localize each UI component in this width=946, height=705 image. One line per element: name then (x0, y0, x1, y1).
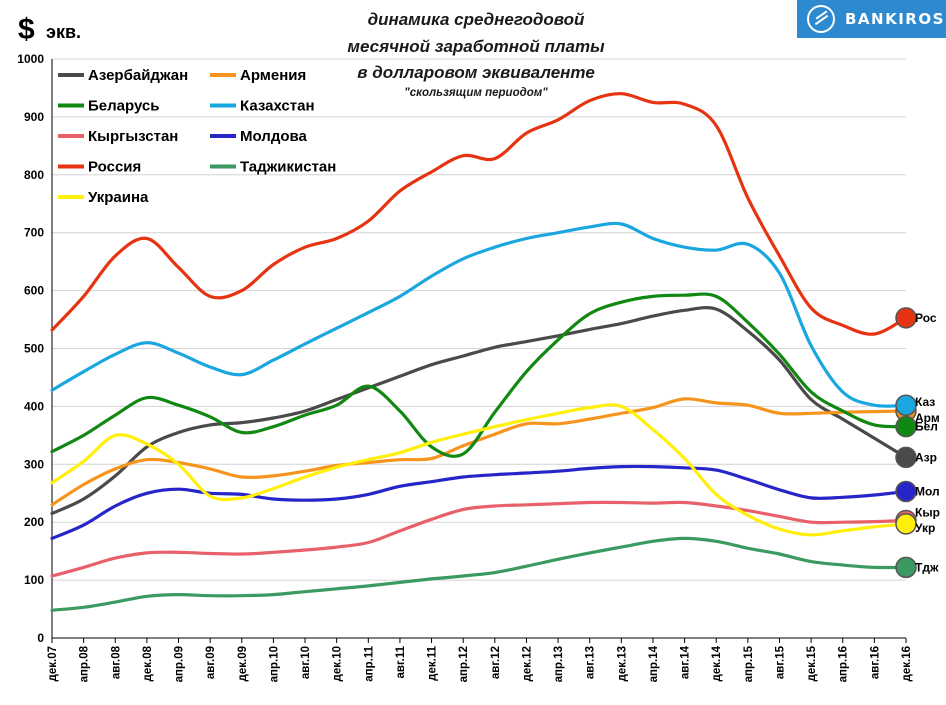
bankiros-logo-icon (807, 5, 835, 33)
end-marker-6 (895, 307, 917, 329)
end-label-6: Рос (915, 311, 937, 325)
series-line-8 (50, 403, 908, 537)
y-tick-label: 100 (24, 573, 44, 587)
x-tick-label: дек.13 (616, 646, 628, 681)
legend-label-2: Беларусь (88, 98, 160, 115)
series-line-2 (50, 292, 908, 458)
title-line-1: динамика среднегодовой (368, 10, 585, 29)
currency-unit: экв. (46, 22, 81, 42)
x-tick-label: авг.14 (680, 645, 692, 679)
x-tick-label: апр.10 (268, 646, 280, 682)
end-marker-0 (895, 446, 917, 469)
end-label-8: Укр (915, 521, 935, 535)
x-tick-label: апр.12 (458, 646, 470, 682)
legend-label-7: Таджикистан (240, 159, 336, 176)
legend-label-3: Казахстан (240, 98, 315, 115)
brand-name: BANKIROS (845, 10, 945, 28)
y-tick-label: 500 (24, 342, 44, 356)
x-tick-label: апр.16 (838, 646, 850, 682)
x-tick-label: дек.15 (806, 645, 818, 681)
end-label-1: Арм (915, 411, 940, 425)
y-tick-label: 800 (24, 168, 44, 182)
end-marker-5 (895, 480, 917, 503)
end-marker-7 (895, 556, 917, 579)
x-tick-label: апр.11 (363, 645, 375, 681)
end-label-7: Тдж (915, 560, 939, 574)
legend-label-0: Азербайджан (88, 67, 188, 84)
y-tick-label: 600 (24, 284, 44, 298)
end-label-4: Кыр (915, 505, 940, 519)
legend-label-1: Армения (240, 67, 306, 84)
x-tick-label: авг.16 (869, 646, 881, 679)
x-tick-label: апр.14 (648, 645, 660, 682)
chart-subtitle: "скользящим периодом" (404, 87, 548, 99)
brand-logo: BANKIROS (797, 0, 946, 38)
series-line-5 (50, 464, 908, 540)
series-layer (50, 92, 908, 612)
x-tick-label: авг.12 (490, 646, 502, 679)
end-label-3: Каз (915, 395, 935, 409)
y-tick-label: 1000 (17, 52, 44, 66)
title-line-3: в долларовом эквиваленте (357, 63, 595, 82)
legend-label-4: Кыргызстан (88, 128, 178, 145)
end-label-0: Азр (915, 450, 937, 464)
series-line-6 (50, 92, 908, 336)
y-tick-label: 400 (24, 399, 44, 413)
x-tick-label: дек.08 (142, 645, 154, 681)
end-marker-3 (895, 394, 917, 416)
y-tick-label: 700 (24, 226, 44, 240)
x-tick-label: дек.07 (47, 646, 59, 681)
x-tick-label: дек.10 (332, 646, 344, 681)
x-tick-label: авг.11 (395, 645, 407, 678)
y-tick-label: 0 (37, 631, 44, 645)
x-tick-label: авг.13 (585, 646, 597, 679)
legend: Азербайджан Армения Беларусь Казахстан Кыргы… (58, 67, 336, 206)
y-unit-label: $ экв. (18, 13, 81, 46)
x-tick-label: авг.08 (110, 645, 122, 679)
y-tick-label: 300 (24, 457, 44, 471)
series-line-7 (50, 536, 908, 612)
x-tick-label: дек.11 (427, 645, 439, 680)
y-tick-label: 900 (24, 110, 44, 124)
x-tick-label: авг.10 (300, 646, 312, 679)
x-tick-label: дек.09 (237, 646, 249, 681)
series-line-4 (50, 500, 908, 578)
chart-title: динамика среднегодовой месячной заработн… (347, 10, 605, 99)
x-tick-label: дек.12 (521, 646, 533, 681)
x-tick-label: авг.09 (205, 646, 217, 679)
x-tick-label: апр.09 (174, 646, 186, 682)
x-tick-label: авг.15 (774, 645, 786, 679)
x-tick-label: апр.13 (553, 646, 565, 682)
end-label-5: Мол (915, 485, 940, 499)
series-line-1 (50, 397, 908, 507)
end-label-2: Бел (915, 420, 938, 434)
legend-label-6: Россия (88, 159, 141, 176)
series-line-0 (50, 306, 908, 516)
title-line-2: месячной заработной платы (347, 37, 605, 56)
grid-layer (52, 58, 906, 639)
x-tick-label: дек.16 (901, 646, 913, 681)
y-tick-label: 200 (24, 515, 44, 529)
legend-label-5: Молдова (240, 128, 308, 145)
x-tick-label: апр.08 (79, 645, 91, 682)
x-tick-label: апр.15 (743, 645, 755, 682)
axis-layer: 0 100 200 300 400 500 600 700 800 900 1000 дек.07 ап… (17, 52, 913, 682)
series-line-3 (50, 221, 908, 408)
end-marker-8 (895, 513, 917, 535)
x-tick-label: дек.14 (711, 645, 723, 681)
legend-label-8: Украина (88, 189, 149, 206)
currency-symbol: $ (18, 13, 35, 46)
end-marker-2 (895, 415, 917, 438)
